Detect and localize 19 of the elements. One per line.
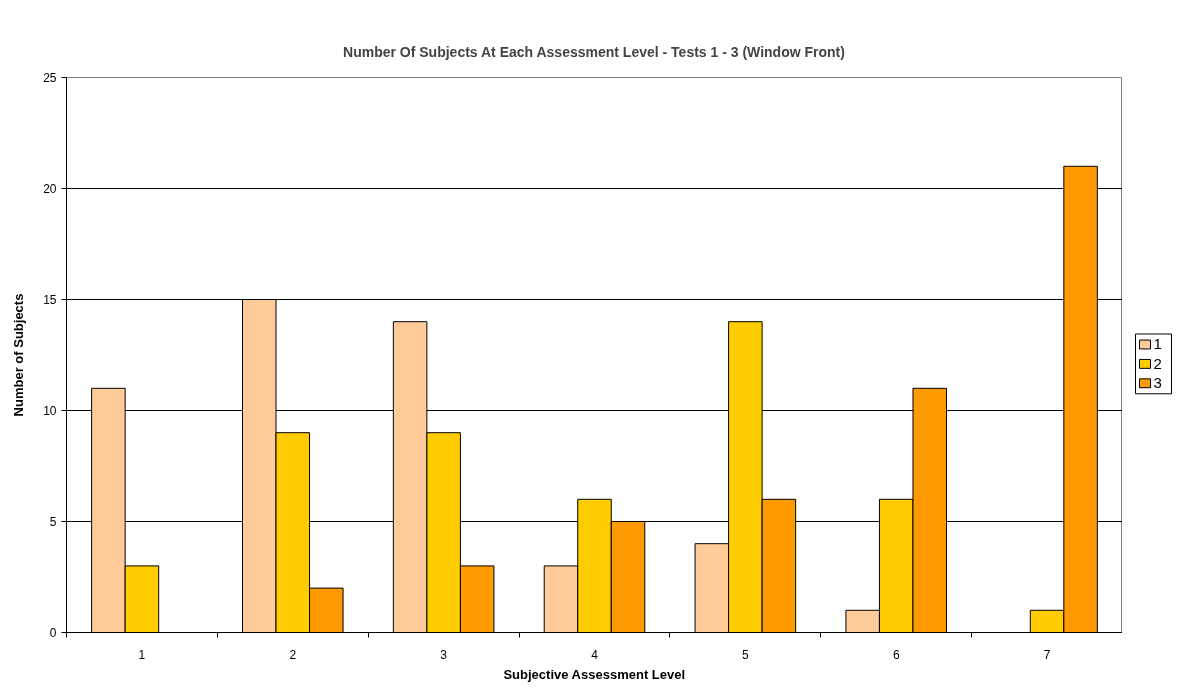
x-tick-label: 1	[138, 647, 146, 662]
legend-label: 3	[1153, 374, 1162, 392]
y-tick-label: 20	[43, 182, 57, 196]
y-tick-label: 25	[43, 71, 57, 85]
x-tick-label: 4	[591, 647, 599, 662]
y-tick-label: 10	[43, 404, 57, 418]
y-tick-label: 0	[49, 626, 57, 640]
x-tick-label: 6	[892, 647, 900, 662]
legend-label: 2	[1153, 354, 1162, 372]
x-tick-label: 3	[440, 647, 448, 662]
x-axis-title: Subjective Assessment Level	[503, 666, 686, 682]
x-tick-label: 7	[1043, 647, 1051, 662]
chart-title: Number Of Subjects At Each Assessment Level - Tests 1 - 3 (Window Front)	[343, 44, 845, 60]
y-tick-label: 15	[43, 293, 57, 307]
legend-label: 1	[1153, 335, 1162, 353]
y-axis-title: Number of Subjects	[11, 293, 27, 417]
x-tick-label: 2	[289, 647, 297, 662]
y-tick-label: 5	[49, 515, 57, 529]
x-tick-label: 5	[742, 647, 750, 662]
